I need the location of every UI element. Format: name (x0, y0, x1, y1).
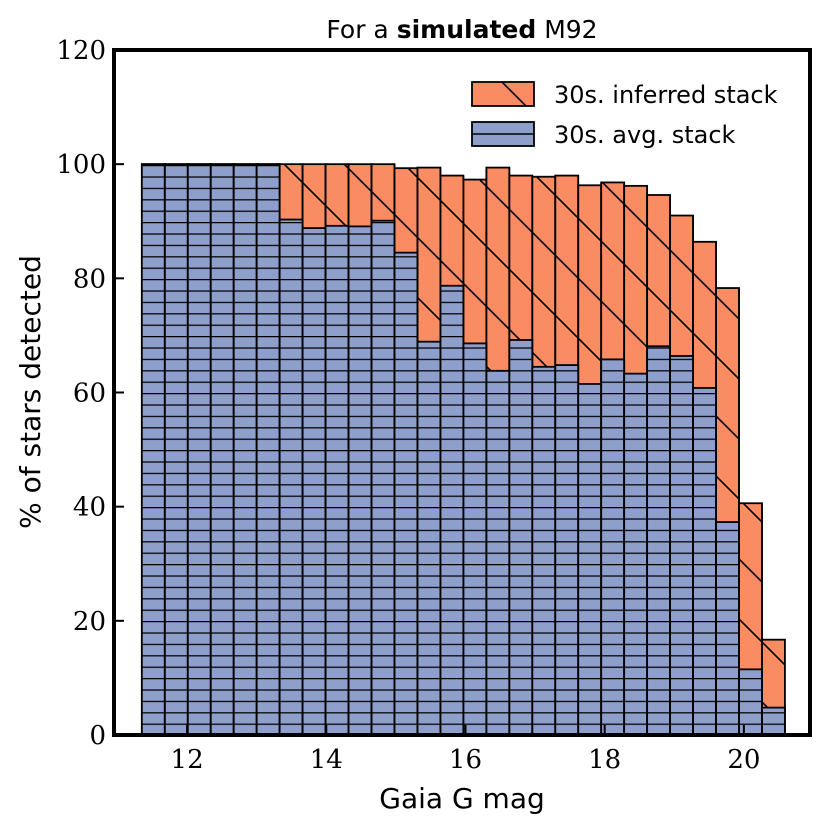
x-tick-label: 18 (588, 745, 621, 775)
avg-bar-hatch (738, 668, 763, 736)
avg-bar-hatch (669, 355, 694, 736)
avg-bar-hatch (393, 251, 419, 736)
legend-label-avg: 30s. avg. stack (554, 121, 736, 149)
x-tick-label: 16 (449, 745, 482, 775)
avg-bar-hatch (347, 225, 373, 736)
y-tick-label: 20 (73, 607, 106, 637)
avg-bar-hatch (186, 163, 212, 736)
avg-bar-hatch (324, 224, 350, 736)
y-tick-label: 120 (56, 36, 106, 66)
avg-bar-hatch (462, 342, 488, 736)
legend-swatch-inferred-hatch (471, 81, 535, 107)
avg-bar-hatch (531, 365, 557, 736)
avg-bar-hatch (623, 372, 649, 736)
avg-bar-hatch (301, 227, 327, 736)
avg-bar-hatch (209, 163, 235, 736)
avg-bar-hatch (715, 521, 740, 736)
legend: 30s. inferred stack 30s. avg. stack (471, 81, 778, 149)
chart-title-emphasis: simulated (397, 15, 537, 44)
avg-bar-hatch (485, 369, 511, 736)
axis-ticks: 12 14 16 18 20 0 20 40 60 80 100 120 (56, 36, 760, 775)
avg-bar-hatch (232, 163, 258, 736)
avg-bar-hatch (370, 219, 396, 736)
avg-bar-hatch (577, 383, 603, 736)
avg-bar-hatch (140, 163, 166, 736)
avg-bar-hatch (508, 339, 534, 736)
legend-label-inferred: 30s. inferred stack (554, 81, 778, 109)
y-tick-label: 40 (73, 493, 106, 523)
plot-frame (112, 48, 812, 737)
avg-bar-hatch (416, 340, 442, 736)
avg-bar-hatch (646, 345, 672, 736)
avg-bar-hatch (255, 163, 281, 736)
avg-bar-hatch (692, 387, 717, 736)
x-tick-label: 20 (727, 745, 760, 775)
y-axis-label: % of stars detected (14, 255, 47, 529)
chart-title: For a simulated M92 (326, 15, 597, 44)
avg-bar-hatch (761, 706, 786, 736)
bin-separator-lines (164, 164, 763, 735)
x-tick-label: 12 (171, 745, 204, 775)
chart-title-suffix: M92 (536, 15, 597, 44)
y-tick-label: 0 (89, 721, 106, 751)
avg-bar-hatch (439, 284, 465, 736)
avg-series-bars (140, 163, 786, 736)
avg-bar-hatch (600, 358, 626, 736)
avg-bar-hatch (278, 218, 304, 736)
x-tick-label: 14 (310, 745, 343, 775)
chart-title-prefix: For a (326, 15, 396, 44)
y-tick-label: 100 (56, 150, 106, 180)
avg-bar-hatch (163, 163, 189, 736)
x-axis-label: Gaia G mag (379, 782, 545, 815)
y-tick-label: 60 (73, 379, 106, 409)
avg-bar-hatch (554, 364, 580, 736)
y-tick-label: 80 (73, 264, 106, 294)
